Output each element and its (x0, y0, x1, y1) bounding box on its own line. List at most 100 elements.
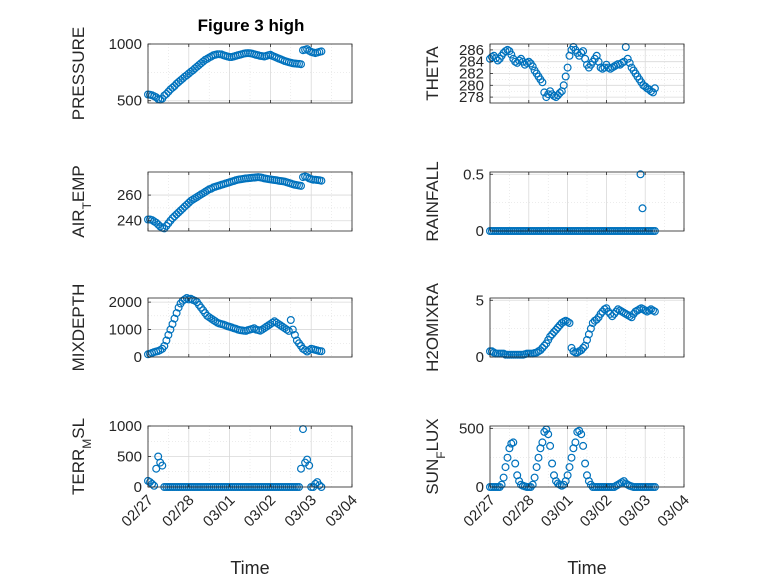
data-point (524, 57, 533, 66)
data-point (540, 88, 549, 97)
y-tick-label: 500 (117, 449, 142, 466)
y-axis-label-main: PRESSURE (69, 27, 88, 121)
figure-title: Figure 3 high (198, 16, 305, 35)
y-axis-label-main: THETA (423, 46, 442, 101)
data-point (555, 88, 564, 97)
subplot-pressure: 500 1000 PRESSURE (69, 27, 353, 121)
subplot-mixdepth: 0 1000 2000 MIXDEPTH (69, 284, 353, 371)
data-point (579, 441, 588, 450)
plot-area (490, 172, 684, 231)
data-point (532, 463, 541, 472)
data-point (567, 453, 576, 462)
y-tick-label: 1000 (109, 322, 142, 339)
data-point (188, 195, 197, 204)
y-axis-label-main: TERR (69, 449, 88, 495)
y-axis-label: SUNFLUX (423, 418, 448, 494)
y-tick-label: 0.5 (463, 166, 484, 183)
axes-frame (489, 425, 685, 488)
data-point (559, 81, 568, 90)
data-point (511, 459, 520, 468)
data-point (286, 316, 295, 325)
y-tick-label: 0 (476, 223, 484, 240)
data-point (548, 459, 557, 468)
y-axis-label-subscript: F (434, 451, 448, 458)
y-tick-label: 240 (117, 213, 142, 230)
axes-frame (147, 43, 353, 104)
y-axis-label-main: H2OMIXRA (423, 282, 442, 371)
data-point (557, 319, 566, 328)
data-point (152, 464, 161, 473)
data-point (190, 296, 199, 305)
y-tick-label: 0 (476, 479, 484, 496)
data-point (162, 336, 171, 345)
y-tick-label: 0 (134, 479, 142, 496)
data-point (503, 453, 512, 462)
data-point (503, 45, 512, 54)
y-axis-label-subscript: T (80, 201, 94, 209)
data-point (592, 315, 601, 324)
x-axis-label: Time (230, 558, 269, 578)
y-tick-label: 284 (459, 54, 484, 71)
y-tick-label: 5 (476, 292, 484, 309)
data-point (497, 480, 506, 489)
data-point (577, 430, 586, 439)
data-point (579, 47, 588, 56)
y-axis-label-main: RAINFALL (423, 161, 442, 241)
data-point (162, 89, 171, 98)
data-point (577, 346, 586, 355)
data-point (180, 295, 189, 304)
axes-frame (489, 171, 685, 232)
data-point (540, 341, 549, 350)
data-point (195, 191, 204, 200)
data-point (548, 330, 557, 339)
y-axis-label: PRESSURE (69, 27, 88, 121)
data-point (528, 62, 537, 71)
subplot-h2omixra: 0 5 H2OMIXRA (423, 282, 685, 372)
y-tick-label: 278 (459, 89, 484, 106)
data-point (172, 309, 181, 318)
y-axis-label: H2OMIXRA (423, 282, 442, 371)
data-point (608, 312, 617, 321)
data-point (650, 307, 659, 316)
y-tick-label: 1000 (109, 418, 142, 435)
data-point (493, 56, 502, 65)
data-point (288, 325, 297, 334)
data-point (290, 331, 299, 340)
data-point (193, 193, 202, 202)
data-point (168, 83, 177, 92)
y-axis-label: AIRTEMP (69, 165, 94, 238)
data-point (499, 473, 508, 482)
y-axis-label-tail: LUX (423, 418, 442, 451)
y-tick-label: 500 (459, 420, 484, 437)
y-tick-label: 500 (117, 93, 142, 110)
data-point (170, 81, 179, 90)
y-axis-label-tail: SL (69, 418, 88, 439)
data-point (579, 343, 588, 352)
data-point (577, 48, 586, 57)
y-tick-label: 2000 (109, 294, 142, 311)
data-point (505, 444, 514, 453)
data-point (623, 54, 632, 63)
data-point (538, 438, 547, 447)
subplot-air: 240 260 AIRTEMP (69, 165, 353, 238)
data-point (534, 453, 543, 462)
y-axis-label-main: AIR (69, 209, 88, 237)
data-point (317, 47, 326, 56)
data-point (650, 84, 659, 93)
data-point (621, 42, 630, 51)
data-point (648, 88, 657, 97)
data-point (581, 459, 590, 468)
data-point (297, 60, 306, 69)
data-point (596, 309, 605, 318)
data-point (262, 322, 271, 331)
data-point (536, 346, 545, 355)
data-point (546, 441, 555, 450)
plot-area (148, 44, 352, 103)
y-axis-label-tail: EMP (69, 165, 88, 202)
data-point (544, 430, 553, 439)
y-tick-label: 260 (117, 187, 142, 204)
data-point (164, 331, 173, 340)
data-point (625, 58, 634, 67)
data-point (563, 317, 572, 326)
